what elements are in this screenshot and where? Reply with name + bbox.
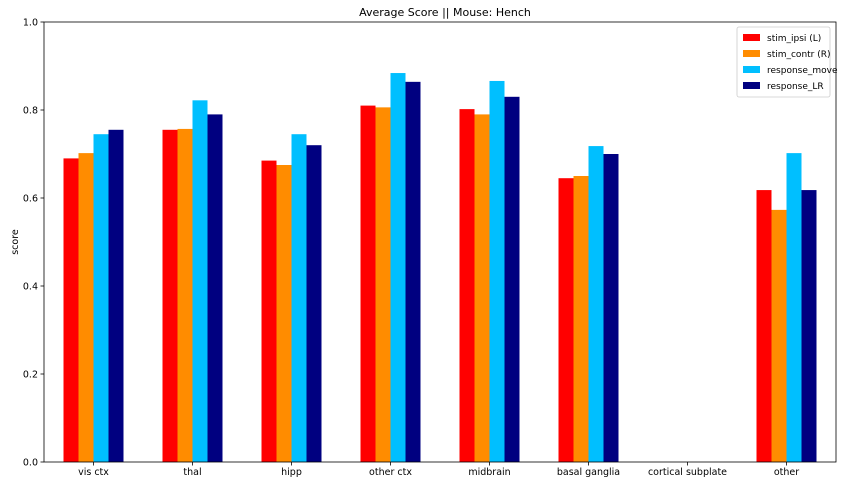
legend-label: response_move — [767, 66, 838, 76]
x-tick-label: hipp — [281, 467, 302, 478]
bar — [588, 146, 604, 462]
legend-swatch — [743, 82, 760, 89]
bar — [504, 96, 520, 463]
axes-group — [43, 21, 837, 463]
bar — [306, 145, 322, 462]
y-ticks-group: 0.0 0.2 0.4 0.6 0.8 1.0 — [23, 17, 44, 468]
y-tick-label: 0.6 — [23, 193, 38, 204]
plot-frame — [43, 21, 837, 463]
bar — [786, 153, 802, 462]
bar — [291, 134, 307, 462]
x-tick-label: basal ganglia — [557, 467, 620, 478]
legend-label: response_LR — [767, 82, 824, 92]
bar — [474, 114, 490, 463]
legend-swatch — [743, 66, 760, 73]
bar — [771, 209, 787, 462]
bar — [207, 114, 223, 463]
bar — [756, 190, 772, 462]
legend-label: stim_contr (R) — [767, 50, 831, 60]
y-tick-label: 0.2 — [23, 369, 38, 380]
legend-box — [736, 26, 831, 98]
bar — [390, 73, 406, 462]
x-tick-label: cortical subplate — [648, 467, 727, 478]
y-tick-label: 0.4 — [23, 281, 38, 292]
legend: stim_ipsi (L) stim_contr (R) response_move… — [736, 26, 838, 98]
bar — [459, 109, 475, 463]
legend-label: stim_ipsi (L) — [767, 34, 821, 44]
bar — [261, 160, 277, 462]
y-tick-label: 0.8 — [23, 105, 38, 116]
bar — [108, 129, 124, 463]
bar — [801, 190, 817, 462]
bar — [276, 165, 292, 462]
bar — [177, 128, 193, 463]
bar — [78, 153, 94, 462]
bar — [603, 154, 619, 462]
x-tick-label: thal — [183, 467, 201, 478]
bars-group — [63, 73, 817, 463]
x-ticks-group: vis ctx thal hipp other ctx midbrain basal ga… — [78, 462, 799, 478]
bar — [558, 178, 574, 462]
chart-title: Average Score || Mouse: Hench — [359, 6, 531, 19]
x-tick-label: vis ctx — [78, 467, 109, 478]
bar — [360, 105, 376, 462]
y-tick-label: 1.0 — [23, 17, 38, 28]
bar — [489, 80, 505, 463]
bar — [162, 129, 178, 463]
y-tick-label: 0.0 — [23, 457, 38, 468]
x-tick-label: midbrain — [468, 467, 510, 478]
x-tick-label: other — [774, 467, 799, 478]
bar — [405, 81, 421, 462]
legend-swatch — [743, 50, 760, 57]
x-tick-label: other ctx — [369, 467, 412, 478]
bar — [573, 176, 589, 462]
bar — [192, 100, 208, 462]
legend-swatch — [743, 34, 760, 41]
bar — [93, 134, 109, 462]
y-axis-label: score — [10, 229, 21, 255]
bar — [63, 158, 79, 462]
bar — [375, 107, 391, 463]
